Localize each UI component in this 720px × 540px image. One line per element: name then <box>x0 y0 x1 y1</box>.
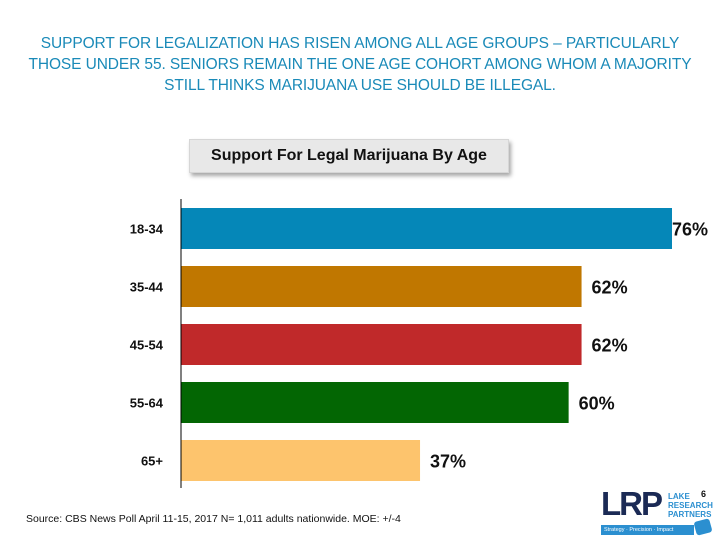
bar-65+ <box>181 440 421 481</box>
puzzle-piece-icon <box>693 518 713 536</box>
category-label-18-34: 18-34 <box>130 222 164 237</box>
value-label-18-34: 76% <box>672 220 708 240</box>
chart-title: Support For Legal Marijuana By Age <box>211 147 487 164</box>
bar-55-64 <box>181 382 569 423</box>
logo-word-1: LAKE <box>668 492 690 501</box>
value-label-45-54: 62% <box>592 336 628 356</box>
headline-line-2: THOSE UNDER 55. SENIORS REMAIN THE ONE A… <box>28 56 692 73</box>
logo-word-2: RESEARCH <box>668 501 713 510</box>
logo-tagline: Strategy · Precision · Impact <box>601 525 694 535</box>
logo-words: LAKE RESEARCH PARTNERS <box>668 492 713 519</box>
value-label-65+: 37% <box>430 452 466 472</box>
value-label-55-64: 60% <box>579 394 615 414</box>
logo-mark: LRP <box>601 485 663 522</box>
category-label-65+: 65+ <box>141 454 163 469</box>
category-label-55-64: 55-64 <box>130 396 164 411</box>
lrp-logo: LRP LAKE RESEARCH PARTNERS Strategy · Pr… <box>601 485 719 536</box>
category-label-35-44: 35-44 <box>130 280 164 295</box>
value-label-35-44: 62% <box>592 278 628 298</box>
page-number: 6 <box>701 489 707 499</box>
bar-45-54 <box>181 324 582 365</box>
slide-headline: SUPPORT FOR LEGALIZATION HAS RISEN AMONG… <box>0 33 720 96</box>
chart-title-box: Support For Legal Marijuana By Age <box>189 139 509 173</box>
logo-word-3: PARTNERS <box>668 510 712 519</box>
source-note: Source: CBS News Poll April 11-15, 2017 … <box>26 513 401 525</box>
bar-18-34 <box>181 208 672 249</box>
bar-35-44 <box>181 266 582 307</box>
headline-line-1: SUPPORT FOR LEGALIZATION HAS RISEN AMONG… <box>40 35 680 52</box>
category-label-45-54: 45-54 <box>130 338 164 353</box>
headline-line-3: STILL THINKS MARIJUANA USE SHOULD BE ILL… <box>164 77 556 94</box>
